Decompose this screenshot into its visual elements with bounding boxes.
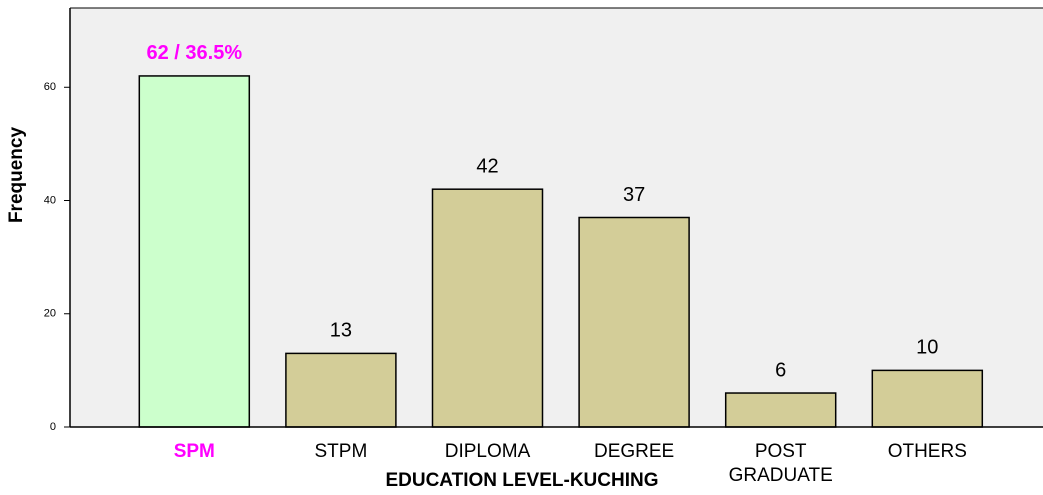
- bar: [285, 352, 397, 428]
- y-tick-label: 60: [44, 81, 56, 93]
- bar: [578, 216, 690, 428]
- x-tick-label: DIPLOMA: [444, 441, 531, 462]
- value-label: 37: [623, 184, 645, 206]
- x-tick-label: SPM: [173, 441, 215, 462]
- value-label: 10: [916, 337, 938, 359]
- value-label: 62 / 36.5%: [146, 42, 242, 64]
- bar: [724, 392, 837, 428]
- x-tick-label: OTHERS: [887, 441, 967, 462]
- x-axis-title: EDUCATION LEVEL-KUCHING: [385, 470, 658, 491]
- x-tick-label: STPM: [314, 441, 368, 462]
- y-tick-label: 40: [44, 194, 56, 206]
- x-tick-label: DEGREE: [593, 441, 675, 462]
- value-label: 42: [476, 155, 498, 177]
- bar: [138, 75, 251, 428]
- x-tick-label: POST GRADUATE: [728, 441, 833, 486]
- value-label: 6: [775, 359, 786, 381]
- y-axis-title: Frequency: [6, 127, 27, 224]
- value-label: 13: [330, 320, 352, 342]
- y-tick-label: 20: [44, 308, 56, 320]
- y-tick-label: 0: [50, 421, 56, 433]
- bar: [431, 188, 544, 428]
- bar: [871, 369, 984, 428]
